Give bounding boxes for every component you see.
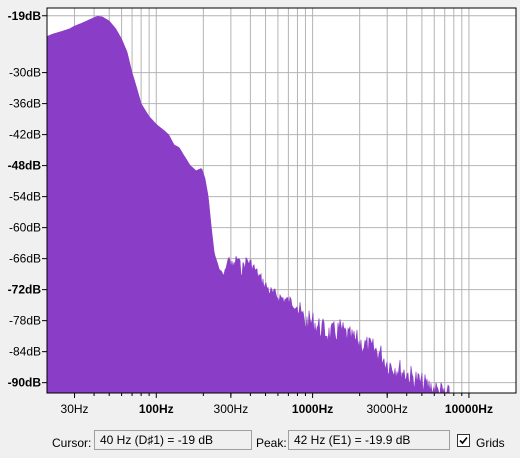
plot-frame — [46, 7, 517, 394]
y-tick-label: -36dB — [9, 97, 41, 111]
x-axis: 30Hz 100Hz 300Hz 1000Hz 3000Hz 10000Hz — [61, 393, 493, 416]
y-tick-label: -90dB — [8, 376, 42, 390]
y-axis: -19dB -30dB -36dB -42dB -48dB -54dB -60dB -66dB… — [8, 9, 47, 390]
y-tick-label: -42dB — [9, 128, 41, 142]
y-tick-label: -48dB — [8, 159, 42, 173]
status-bar: Cursor: 40 Hz (D♯1) = -19 dB Peak: 42 Hz… — [0, 428, 520, 458]
y-tick-label: -84dB — [9, 345, 41, 359]
y-tick-label: -19dB — [8, 9, 42, 23]
grids-checkbox[interactable] — [457, 434, 470, 447]
x-tick-label: 30Hz — [61, 402, 89, 416]
cursor-label: Cursor: — [52, 436, 92, 450]
y-tick-label: -30dB — [9, 66, 41, 80]
x-tick-label: 1000Hz — [292, 402, 333, 416]
y-tick-label: -78dB — [9, 314, 41, 328]
spectrum-area — [46, 15, 450, 395]
x-tick-label: 3000Hz — [367, 402, 408, 416]
y-tick-label: -54dB — [9, 190, 41, 204]
peak-label: Peak: — [256, 436, 287, 450]
y-tick-label: -60dB — [9, 221, 41, 235]
peak-readout: 42 Hz (E1) = -19.9 dB — [288, 430, 450, 450]
spectrum-plot[interactable]: -19dB -30dB -36dB -42dB -48dB -54dB -60dB -66dB… — [0, 0, 520, 428]
x-tick-label: 100Hz — [139, 402, 174, 416]
y-tick-label: -66dB — [9, 252, 41, 266]
x-tick-label: 300Hz — [214, 402, 249, 416]
checkmark-icon — [459, 436, 468, 445]
grids-label[interactable]: Grids — [476, 436, 505, 450]
y-tick-label: -72dB — [8, 283, 42, 297]
x-tick-label: 10000Hz — [445, 402, 493, 416]
cursor-readout: 40 Hz (D♯1) = -19 dB — [94, 430, 252, 450]
